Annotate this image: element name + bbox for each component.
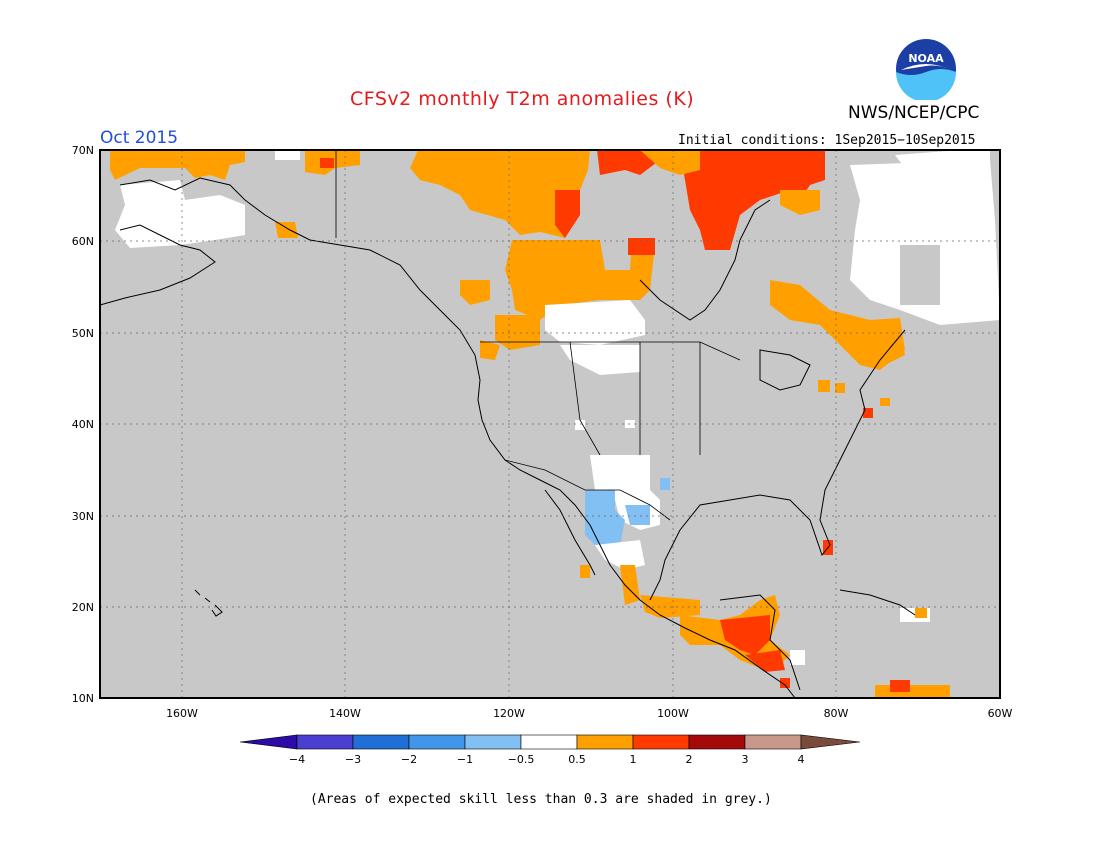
colorbar-label: 2 xyxy=(686,753,693,766)
initial-conditions: Initial conditions: 1Sep2015−10Sep2015 xyxy=(678,133,976,148)
colorbar-label: −4 xyxy=(289,753,305,766)
colorbar-cell xyxy=(744,734,802,750)
colorbar-label: 4 xyxy=(798,753,805,766)
lon-label: 80W xyxy=(824,707,849,720)
colorbar: −4 −3 −2 −1 −0.5 0.5 1 2 3 4 xyxy=(239,734,861,766)
colorbar-cell xyxy=(352,734,410,750)
lon-label: 100W xyxy=(657,707,689,720)
lon-label: 140W xyxy=(329,707,361,720)
colorbar-cell xyxy=(520,734,578,750)
colorbar-cell xyxy=(408,734,466,750)
colorbar-label: 1 xyxy=(630,753,637,766)
lon-label: 160W xyxy=(166,707,198,720)
colorbar-cell xyxy=(239,734,298,750)
colorbar-cell xyxy=(296,734,354,750)
svg-text:NOAA: NOAA xyxy=(908,52,944,65)
lat-label: 30N xyxy=(72,510,94,523)
colorbar-label: 0.5 xyxy=(568,753,586,766)
longitude-labels: 160W 140W 120W 100W 80W 60W xyxy=(166,707,1012,720)
colorbar-label: −1 xyxy=(457,753,473,766)
lat-label: 60N xyxy=(72,235,94,248)
graticule xyxy=(100,150,1000,698)
anomaly-fields xyxy=(110,150,1000,698)
noaa-logo-icon: NOAA xyxy=(896,39,956,100)
lat-label: 70N xyxy=(72,144,94,157)
borders xyxy=(335,150,741,521)
lat-label: 50N xyxy=(72,327,94,340)
colorbar-cell xyxy=(688,734,746,750)
map-frame xyxy=(99,149,1001,699)
colorbar-cell xyxy=(632,734,690,750)
lon-label: 120W xyxy=(493,707,525,720)
lat-label: 10N xyxy=(72,692,94,705)
lat-label: 40N xyxy=(72,418,94,431)
lon-label: 60W xyxy=(988,707,1013,720)
coastlines xyxy=(99,177,916,699)
colorbar-cell xyxy=(464,734,522,750)
colorbar-label: −0.5 xyxy=(508,753,535,766)
agency-label: NWS/NCEP/CPC xyxy=(848,103,980,123)
latitude-labels: 70N 60N 50N 40N 30N 20N 10N xyxy=(72,144,94,705)
colorbar-cell xyxy=(576,734,634,750)
colorbar-cell xyxy=(800,734,861,750)
forecast-month: Oct 2015 xyxy=(100,128,179,148)
skill-footnote: (Areas of expected skill less than 0.3 a… xyxy=(310,792,772,807)
colorbar-label: −3 xyxy=(345,753,361,766)
lat-label: 20N xyxy=(72,601,94,614)
map-title: CFSv2 monthly T2m anomalies (K) xyxy=(350,88,695,110)
colorbar-label: −2 xyxy=(401,753,417,766)
colorbar-label: 3 xyxy=(742,753,749,766)
